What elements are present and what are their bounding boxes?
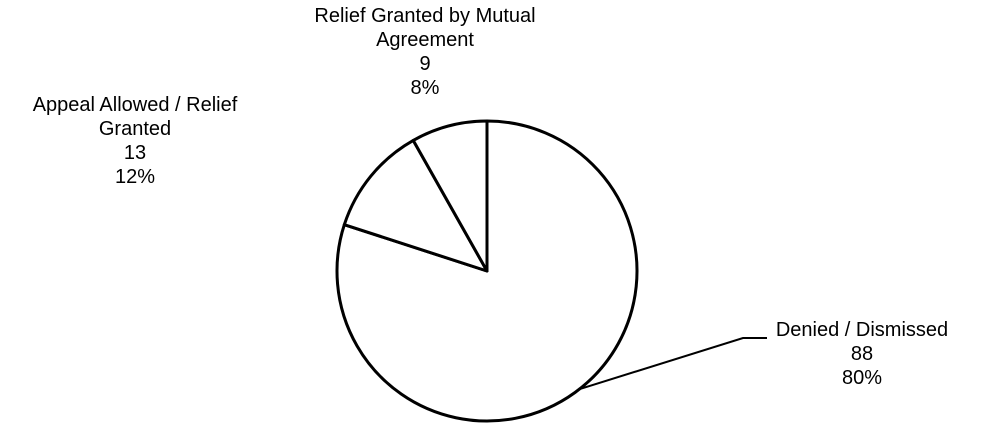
slice-label-denied-dismissed: Denied / Dismissed 88 80% (736, 318, 987, 390)
slice-label-mutual-agreement: Relief Granted by Mutual Agreement 9 8% (290, 4, 560, 100)
slice-name-line-2: Granted (98, 118, 172, 140)
slice-name-line-2: Agreement (376, 29, 474, 51)
slice-percent: 8% (410, 77, 440, 99)
slice-percent: 80% (841, 367, 883, 389)
leader-lines (579, 337, 767, 391)
slice-count: 9 (419, 53, 431, 75)
slice-label-appeal-allowed: Appeal Allowed / Relief Granted 13 12% (0, 93, 270, 189)
slice-count: 13 (123, 142, 147, 164)
slice-count: 88 (850, 343, 874, 365)
pie-slice-appeal-allowed (342, 138, 489, 273)
slice-name-line-1: Relief Granted by Mutual (314, 5, 536, 27)
slice-name: Denied / Dismissed (775, 319, 949, 341)
pie-slice-mutual-agreement (411, 119, 489, 273)
slice-percent: 12% (114, 166, 156, 188)
leader-line-denied-dismissed (579, 337, 767, 391)
slice-name-line-1: Appeal Allowed / Relief (32, 94, 238, 116)
pie-slices (335, 119, 639, 423)
